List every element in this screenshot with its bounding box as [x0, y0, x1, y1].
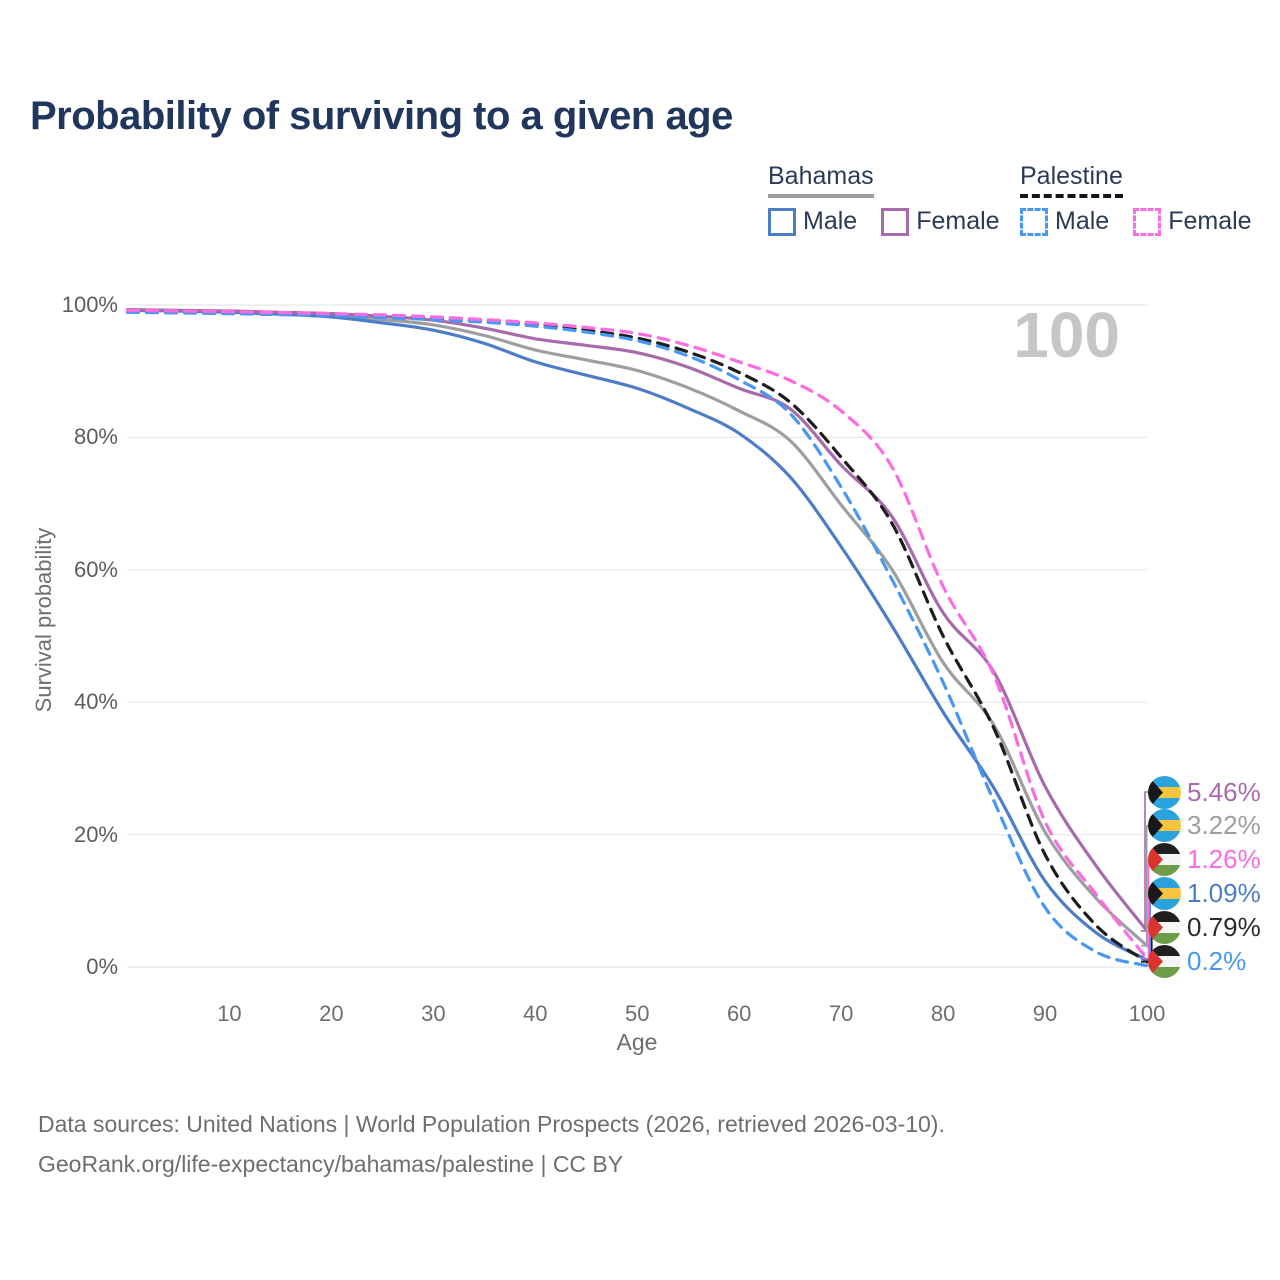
x-tick-60: 60: [726, 1001, 752, 1026]
end-label-bahamas-male: 1.09%: [1148, 876, 1261, 910]
legend-item-label: Male: [803, 207, 858, 235]
x-tick-90: 90: [1032, 1001, 1058, 1026]
y-axis-title: Survival probability: [31, 527, 56, 713]
legend-swatch-icon: [1133, 207, 1162, 236]
data-sources-text: Data sources: United Nations | World Pop…: [38, 1111, 945, 1137]
curve-bahamas-both-sexes[interactable]: [125, 308, 1149, 948]
legend-item-palestine-male[interactable]: Male: [1020, 207, 1109, 236]
age-counter-watermark: 100: [1013, 299, 1120, 371]
legend-item-bahamas-female[interactable]: Female: [881, 207, 1000, 236]
end-label-value: 3.22%: [1187, 810, 1261, 841]
legend-item-bahamas-male[interactable]: Male: [768, 207, 857, 236]
legend-swatch-icon: [768, 207, 796, 236]
y-tick-40: 40%: [73, 689, 118, 715]
y-tick-60: 60%: [73, 556, 118, 582]
y-tick-100: 100%: [61, 292, 118, 317]
legend-header-bahamas: Bahamas: [768, 162, 874, 198]
end-label-value: 1.26%: [1187, 844, 1261, 875]
end-label-palestine-female: 1.26%: [1148, 843, 1261, 877]
end-label-value: 0.79%: [1187, 911, 1261, 942]
legend-header-palestine: Palestine: [1020, 162, 1123, 198]
x-tick-30: 30: [421, 1001, 446, 1026]
palestine-flag-icon: [1148, 843, 1181, 877]
end-label-palestine-both-sexes: 0.79%: [1148, 910, 1261, 944]
series-curves: [125, 308, 1149, 968]
end-label-palestine-male: 0.2%: [1148, 944, 1247, 978]
end-label-bahamas-both-sexes: 3.22%: [1148, 809, 1261, 843]
curve-palestine-both-sexes[interactable]: [125, 310, 1149, 964]
curve-bahamas-male[interactable]: [125, 308, 1149, 962]
y-tick-0: 0%: [86, 954, 118, 979]
x-tick-100: 100: [1128, 1001, 1166, 1026]
y-tick-20: 20%: [73, 821, 118, 847]
bahamas-flag-icon: [1148, 876, 1181, 910]
end-label-bahamas-female: 5.46%: [1148, 775, 1261, 809]
legend-item-label: Female: [1168, 207, 1252, 235]
legend-item-palestine-female[interactable]: Female: [1133, 207, 1252, 236]
legend-group-bahamas: Bahamas Male Female: [768, 162, 1024, 236]
curve-palestine-female[interactable]: [125, 308, 1149, 961]
legend-item-label: Female: [916, 207, 1000, 235]
y-tick-80: 80%: [73, 424, 118, 450]
legend-group-palestine: Palestine Male Female: [1020, 162, 1276, 236]
legend-swatch-icon: [881, 207, 910, 236]
legend-swatch-icon: [1020, 207, 1048, 236]
chart-footer: Data sources: United Nations | World Pop…: [38, 1104, 945, 1184]
curve-bahamas-female[interactable]: [125, 308, 1149, 933]
x-axis-title: Age: [616, 1029, 658, 1055]
x-tick-10: 10: [217, 1001, 242, 1026]
end-label-value: 1.09%: [1187, 877, 1261, 908]
palestine-flag-icon: [1148, 910, 1181, 944]
legend-items: Male Female: [768, 207, 1024, 236]
curve-palestine-male[interactable]: [125, 310, 1149, 968]
legend-item-label: Male: [1055, 207, 1110, 235]
end-label-value: 0.2%: [1187, 945, 1247, 976]
end-label-value: 5.46%: [1187, 776, 1261, 807]
legend-items: Male Female: [1020, 207, 1276, 236]
page-title: Probability of surviving to a given age: [30, 94, 733, 138]
bahamas-flag-icon: [1148, 809, 1181, 843]
palestine-flag-icon: [1148, 944, 1181, 978]
x-tick-80: 80: [930, 1001, 956, 1026]
x-tick-70: 70: [828, 1001, 854, 1026]
x-tick-50: 50: [625, 1001, 650, 1026]
bahamas-flag-icon: [1148, 775, 1181, 809]
x-tick-40: 40: [523, 1001, 548, 1026]
attribution-text: GeoRank.org/life-expectancy/bahamas/pale…: [38, 1151, 624, 1177]
x-tick-20: 20: [319, 1001, 344, 1026]
gridlines: [127, 304, 1147, 968]
